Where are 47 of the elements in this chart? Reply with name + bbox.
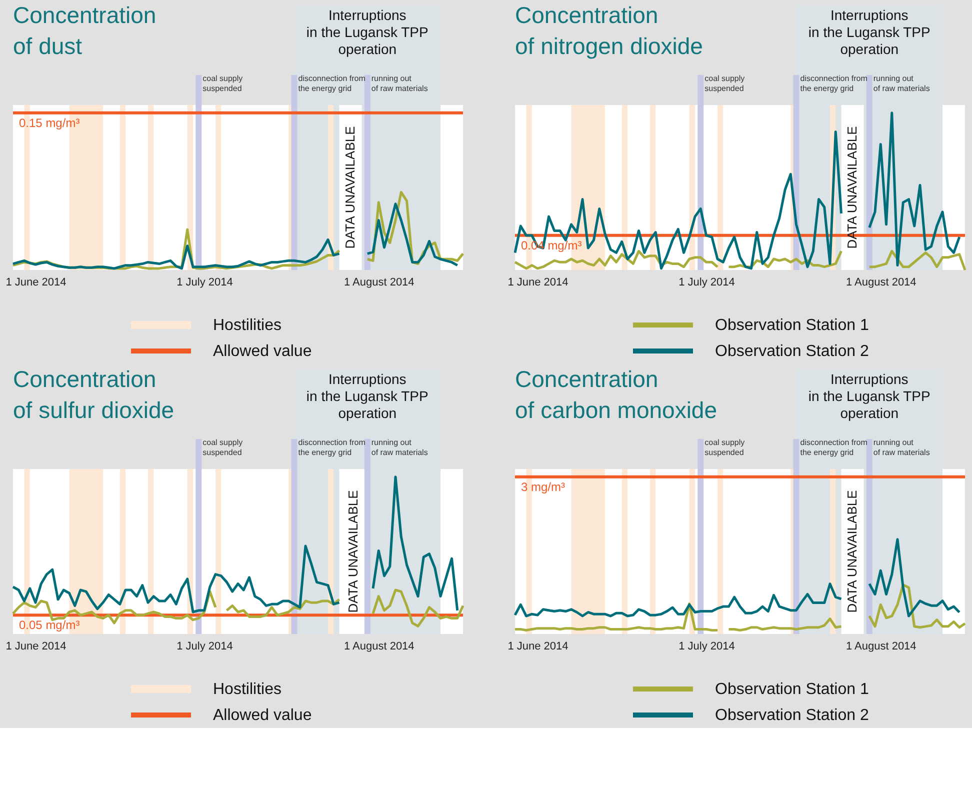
legend-label: Observation Station 2 [715,707,869,724]
x-tick-label: 1 August 2014 [344,276,414,288]
ref-line-label: coal supply suspended [704,438,745,457]
text: Hostilities [213,681,282,698]
chart-title: Concentration of sulfur dioxide [13,366,174,423]
band-label: Interruptions in the Lugansk TPP operation [808,7,930,57]
x-tick-label: 1 July 2014 [678,276,735,288]
legend-label: Observation Station 2 [715,343,869,360]
text: Allowed value [213,707,312,724]
chart-title: Concentration of dust [13,2,156,59]
band-label: DATA UNAVAILABLE [345,490,360,613]
chart-title: Concentration of carbon monoxide [515,366,718,423]
band-label: DATA UNAVAILABLE [342,126,358,249]
band-label: DATA UNAVAILABLE [844,126,860,249]
ref-line-label: running out of raw materials [371,438,428,457]
x-tick-label: 1 June 2014 [6,276,66,288]
x-tick-label: 1 August 2014 [846,276,916,288]
band-label: Interruptions in the Lugansk TPP operation [306,371,428,421]
ref-line-label: disconnection from the energy grid [800,74,868,93]
x-tick-label: 1 August 2014 [846,640,916,652]
band-label: Interruptions in the Lugansk TPP operation [808,371,930,421]
ref-line-label: disconnection from the energy grid [298,438,366,457]
ref-line-label: coal supply suspended [202,74,243,93]
legend-label: Observation Station 1 [715,317,869,334]
x-tick-label: 1 July 2014 [176,276,233,288]
x-tick-label: 1 June 2014 [6,640,66,652]
ref-line-label: coal supply suspended [202,438,243,457]
ref-line-label: running out of raw materials [873,74,930,93]
text: Hostilities [213,317,282,334]
ref-line-label: 0.05 mg/m³ [19,618,80,632]
legend-label: Observation Station 1 [715,681,869,698]
ref-line-label: 0.15 mg/m³ [19,116,80,130]
ref-line-label: 3 mg/m³ [521,480,566,494]
x-tick-label: 1 June 2014 [508,640,568,652]
ref-line-label: disconnection from the energy grid [800,438,868,457]
ref-line-label: disconnection from the energy grid [298,74,366,93]
chart-title: Concentration of nitrogen dioxide [515,2,703,59]
ref-line-label: coal supply suspended [704,74,745,93]
x-tick-label: 1 August 2014 [344,640,414,652]
x-tick-label: 1 June 2014 [508,276,568,288]
x-tick-label: 1 July 2014 [176,640,233,652]
x-tick-label: 1 July 2014 [678,640,735,652]
ref-line-label: running out of raw materials [873,438,930,457]
band-label: DATA UNAVAILABLE [844,490,860,613]
text: Allowed value [213,343,312,360]
band-label: Interruptions in the Lugansk TPP operation [306,7,428,57]
ref-line-label: running out of raw materials [371,74,428,93]
